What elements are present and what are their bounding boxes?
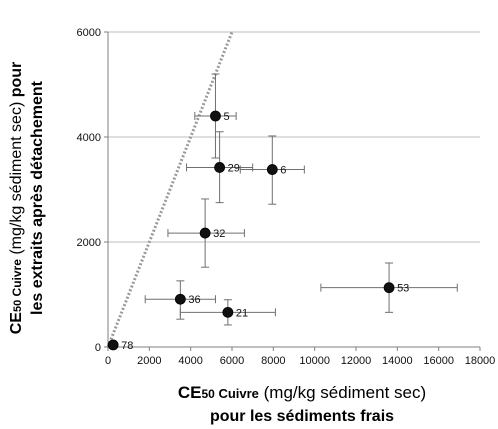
x-tick-label-2000: 2000 — [137, 355, 161, 367]
data-point-29 — [214, 162, 226, 173]
point-label-29: 29 — [228, 162, 240, 174]
x-tick-label-12000: 12000 — [341, 355, 372, 367]
x-axis-title-line2: pour les sédiments frais — [210, 408, 394, 425]
data-point-78 — [107, 339, 119, 351]
x-tick-label-6000: 6000 — [220, 355, 244, 367]
y-title-pour: pour — [8, 62, 25, 98]
data-point-6 — [266, 164, 278, 175]
point-label-78: 78 — [121, 340, 133, 352]
point-label-21: 21 — [236, 307, 248, 319]
y-tick-label-4000: 4000 — [77, 132, 101, 144]
point-label-32: 32 — [213, 228, 225, 240]
x-tick-label-0: 0 — [105, 355, 111, 367]
y-axis-title-line1: CE50 Cuivre (mg/kg sédiment sec) pour — [8, 62, 25, 335]
x-tick-label-18000: 18000 — [465, 355, 496, 367]
data-point-36 — [174, 293, 186, 305]
grid-lines — [108, 31, 480, 243]
y-title-sub: 50 — [12, 300, 24, 312]
x-title-ce: CE — [178, 383, 202, 402]
y-title-ce: CE — [8, 312, 25, 335]
x-tick-label-14000: 14000 — [382, 355, 413, 367]
point-label-36: 36 — [188, 294, 200, 306]
x-title-metal: Cuivre — [215, 386, 259, 401]
x-tick-label-8000: 8000 — [261, 355, 285, 367]
reference-line-layer — [106, 31, 234, 348]
axes — [104, 31, 481, 351]
x-title-sub: 50 — [201, 387, 215, 401]
y-title-unit: (mg/kg sédiment sec) — [8, 97, 25, 259]
point-label-5: 5 — [223, 111, 229, 123]
x-tick-label-10000: 10000 — [299, 355, 330, 367]
y-axis-title: CE50 Cuivre (mg/kg sédiment sec) pour le… — [8, 62, 46, 335]
point-label-53: 53 — [397, 283, 409, 295]
y-tick-label-0: 0 — [95, 342, 101, 354]
x-tick-label-16000: 16000 — [423, 355, 454, 367]
data-point-53 — [383, 282, 395, 294]
data-point-5 — [210, 110, 221, 122]
x-title-unit: (mg/kg sédiment sec) — [259, 383, 426, 402]
y-tick-label-6000: 6000 — [77, 27, 101, 39]
tick-labels: 0 2000 4000 6000 8000 10000 12000 14000 16000 180… — [77, 27, 496, 367]
data-points — [107, 110, 395, 351]
data-point-32 — [199, 227, 211, 239]
reference-line-1-to-1 — [106, 31, 234, 348]
point-label-6: 6 — [280, 165, 286, 177]
y-title-metal: Cuivre — [10, 259, 24, 300]
point-labels: 5 29 6 32 36 21 53 78 — [121, 111, 409, 352]
x-tick-label-4000: 4000 — [178, 355, 202, 367]
data-point-21 — [222, 306, 234, 318]
y-axis-title-line2: les extraits après détachement — [29, 80, 46, 315]
y-tick-label-2000: 2000 — [77, 237, 101, 249]
x-axis-title-line1: CE50 Cuivre (mg/kg sédiment sec) — [178, 383, 426, 402]
